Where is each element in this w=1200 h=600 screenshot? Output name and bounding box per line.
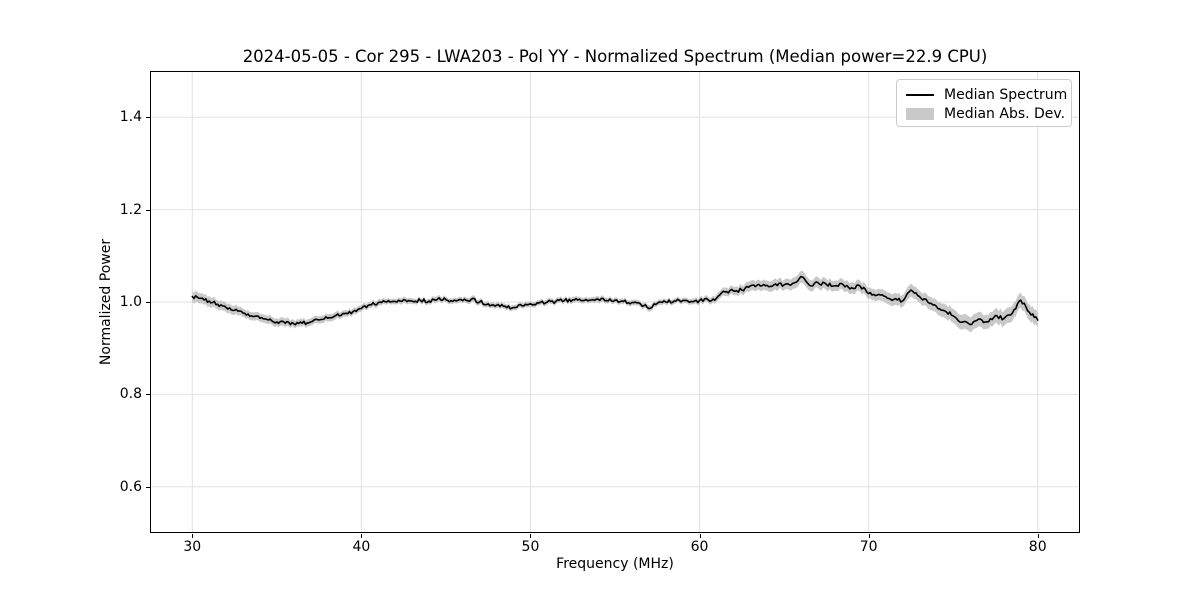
x-tick-label: 60 (690, 539, 709, 555)
y-tick-mark (146, 302, 150, 303)
y-tick-mark (146, 117, 150, 119)
legend: Median Spectrum Median Abs. Dev. (896, 79, 1072, 127)
x-tick-mark (361, 534, 363, 538)
chart-canvas (150, 71, 1080, 533)
x-tick-mark (699, 534, 701, 538)
y-tick-label: 0.8 (119, 386, 142, 403)
legend-item-median-spectrum: Median Spectrum (906, 85, 1067, 104)
x-tick-label: 40 (352, 539, 371, 555)
y-tick-mark (146, 209, 150, 211)
median-line-swatch-icon (906, 93, 934, 96)
legend-item-median-abs-dev: Median Abs. Dev. (906, 104, 1066, 123)
chart-title: 2024-05-05 - Cor 295 - LWA203 - Pol YY -… (242, 47, 988, 66)
x-tick-mark (1037, 534, 1039, 538)
x-tick-mark (868, 534, 870, 538)
legend-label: Median Abs. Dev. (944, 105, 1066, 122)
y-tick-label: 0.6 (119, 478, 142, 495)
y-tick-label: 1.0 (119, 294, 142, 310)
x-tick-label: 30 (183, 539, 202, 555)
median-spectrum-line (191, 275, 1039, 326)
y-tick-mark (146, 394, 150, 396)
legend-label: Median Spectrum (944, 86, 1068, 103)
x-tick-label: 50 (521, 539, 540, 555)
x-tick-label: 70 (859, 539, 878, 555)
y-tick-label: 1.4 (119, 109, 142, 126)
x-axis-label: Frequency (MHz) (556, 556, 674, 572)
mad-band (192, 270, 1038, 332)
y-tick-label: 1.2 (119, 201, 142, 218)
x-tick-mark (530, 534, 532, 538)
axes-border (150, 71, 1080, 533)
plot-area (150, 71, 1080, 533)
x-tick-mark (192, 534, 194, 538)
mad-patch-swatch-icon (906, 107, 934, 120)
y-tick-mark (146, 486, 150, 488)
x-tick-label: 80 (1028, 539, 1047, 555)
